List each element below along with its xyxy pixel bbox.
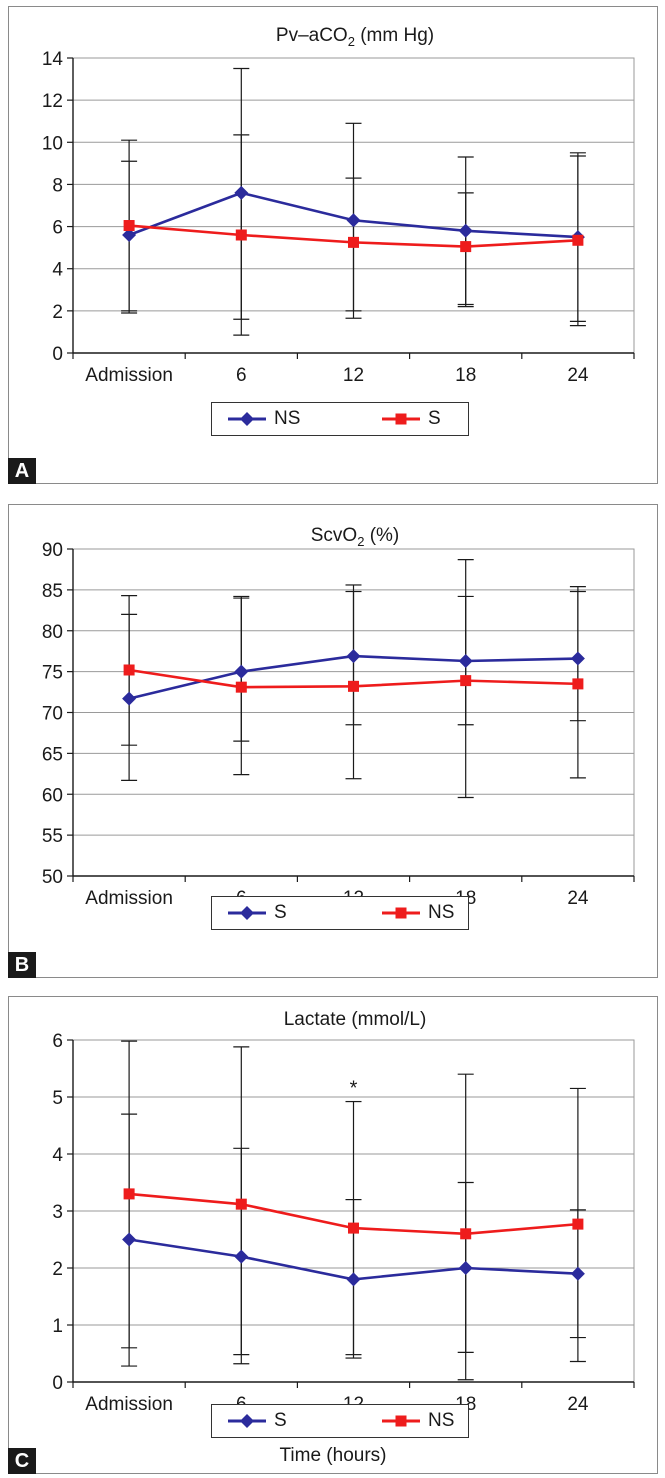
data-point	[123, 664, 135, 676]
x-tick-label: Admission	[85, 365, 173, 386]
panel-label: A	[8, 458, 36, 484]
x-tick-label: 24	[567, 365, 589, 386]
y-tick-label: 0	[52, 1373, 63, 1394]
data-point	[235, 1198, 247, 1210]
y-tick-label: 8	[52, 175, 63, 196]
y-tick-label: 80	[42, 622, 63, 643]
y-tick-label: 6	[52, 1031, 63, 1052]
legend-marker-icon	[382, 1415, 420, 1427]
y-tick-label: 60	[42, 785, 63, 806]
legend: S NS	[211, 1404, 469, 1438]
panel-label: C	[8, 1448, 36, 1474]
data-point	[458, 1261, 473, 1275]
data-point	[460, 675, 472, 687]
x-tick-label: 12	[343, 365, 364, 386]
data-point	[458, 223, 473, 238]
y-tick-label: 2	[52, 302, 63, 323]
chart-panel-b: ScvO2 (%) 505560657075808590Admission612…	[8, 504, 658, 978]
data-point	[348, 680, 359, 692]
panel-label: B	[8, 952, 36, 978]
x-tick-label: 6	[236, 365, 247, 386]
data-point	[570, 1266, 585, 1281]
data-point	[572, 1218, 584, 1230]
data-point	[123, 1188, 135, 1200]
legend-marker-icon	[228, 906, 266, 920]
data-point	[346, 1272, 361, 1287]
y-tick-label: 5	[52, 1088, 63, 1109]
legend-marker-icon	[228, 412, 266, 426]
y-tick-label: 10	[42, 133, 63, 154]
data-point	[346, 213, 361, 228]
x-tick-label: Admission	[85, 888, 173, 909]
y-tick-label: 14	[42, 49, 64, 70]
data-point	[234, 185, 249, 200]
annotation-label: *	[350, 1077, 358, 1099]
x-tick-label: 24	[567, 1394, 589, 1415]
data-point	[348, 1222, 359, 1234]
data-point	[122, 691, 137, 706]
legend-label: NS	[274, 408, 301, 429]
y-tick-label: 85	[42, 581, 63, 602]
y-tick-label: 65	[42, 744, 63, 765]
legend-square-icon	[395, 413, 407, 425]
y-tick-label: 4	[52, 260, 63, 281]
data-point	[123, 220, 135, 232]
legend-marker-icon	[382, 413, 420, 425]
y-tick-label: 50	[42, 867, 63, 888]
y-tick-label: 55	[42, 826, 63, 847]
y-tick-label: 4	[52, 1145, 63, 1166]
plot-svg-c: Lactate (mmol/L) 0123456Admission6121824…	[52, 1009, 635, 1415]
y-tick-label: 1	[52, 1316, 63, 1337]
legend-square-icon	[395, 1415, 407, 1427]
data-point	[235, 681, 247, 693]
legend-diamond-icon	[240, 906, 254, 920]
chart-panel-c: Lactate (mmol/L) 0123456Admission6121824…	[8, 996, 658, 1474]
y-tick-label: 12	[42, 91, 63, 112]
y-tick-label: 3	[52, 1202, 63, 1223]
data-point	[234, 664, 249, 679]
x-tick-label: 18	[455, 365, 476, 386]
legend-marker-icon	[228, 1414, 266, 1428]
legend: S NS	[211, 896, 469, 930]
legend-diamond-icon	[240, 1414, 254, 1428]
data-point	[234, 1249, 249, 1264]
data-point	[348, 236, 359, 248]
chart-panel-a: Pv–aCO2 (mm Hg) 0 2 4 6 8 10 12 14 Admission 6 12 1…	[8, 6, 658, 484]
data-point	[235, 229, 247, 241]
legend-label: NS	[428, 1410, 455, 1431]
legend-label: NS	[428, 902, 455, 923]
data-point	[458, 653, 473, 668]
legend-marker-icon	[382, 907, 420, 919]
chart-title: Lactate (mmol/L)	[284, 1009, 427, 1030]
legend-square-icon	[395, 907, 407, 919]
legend-label: S	[428, 408, 441, 429]
x-tick-label: Admission	[85, 1394, 173, 1415]
legend-label: S	[274, 1410, 287, 1431]
data-point	[460, 241, 472, 253]
data-point	[346, 649, 361, 664]
data-point	[572, 678, 584, 690]
y-tick-label: 2	[52, 1259, 63, 1280]
chart-title: Pv–aCO2 (mm Hg)	[276, 25, 434, 49]
data-point	[570, 651, 585, 666]
legend-diamond-icon	[240, 412, 254, 426]
x-axis-title: Time (hours)	[279, 1445, 387, 1466]
data-point	[122, 1232, 137, 1247]
data-point	[460, 1228, 472, 1240]
y-tick-label: 75	[42, 663, 63, 684]
chart-title: ScvO2 (%)	[311, 525, 400, 549]
legend: NS S	[211, 402, 469, 436]
y-tick-label: 70	[42, 704, 63, 725]
y-tick-label: 90	[42, 540, 63, 561]
legend-label: S	[274, 902, 287, 923]
y-tick-label: 0	[52, 344, 63, 365]
y-tick-label: 6	[52, 218, 63, 239]
data-point	[572, 234, 584, 246]
data-point	[122, 228, 137, 242]
x-tick-label: 24	[567, 888, 589, 909]
